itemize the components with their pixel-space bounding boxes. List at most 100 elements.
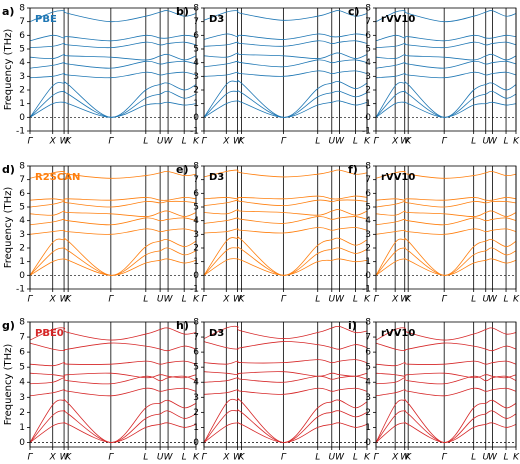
plot-frame bbox=[203, 165, 368, 290]
x-tick-label: W bbox=[335, 137, 345, 147]
x-tick-label: X bbox=[391, 295, 399, 305]
band-line bbox=[375, 10, 517, 23]
x-tick-label: X bbox=[222, 137, 230, 147]
band-line bbox=[375, 375, 517, 385]
band-line bbox=[375, 421, 517, 443]
x-tick-label: Γ bbox=[442, 137, 448, 147]
y-tick-label: 0 bbox=[365, 113, 371, 123]
y-tick-label: 3 bbox=[19, 230, 25, 240]
method-label: D3 bbox=[209, 328, 224, 339]
band-line bbox=[203, 258, 368, 276]
x-tick-label: Γ bbox=[108, 137, 114, 147]
band-line bbox=[29, 247, 197, 276]
y-tick-label: 7 bbox=[19, 17, 25, 27]
band-line bbox=[375, 228, 517, 235]
band-line bbox=[203, 387, 368, 395]
x-tick-label: Γ bbox=[281, 453, 287, 463]
x-tick-label: K bbox=[65, 295, 72, 305]
x-tick-label: L bbox=[143, 295, 148, 305]
y-tick-label: 0 bbox=[193, 438, 199, 448]
band-line bbox=[29, 217, 197, 226]
y-tick-label: 5 bbox=[193, 203, 199, 213]
x-tick-label: K bbox=[364, 137, 371, 147]
band-line bbox=[375, 90, 517, 118]
x-tick-label: W bbox=[60, 453, 70, 463]
x-tick-label: L bbox=[315, 295, 320, 305]
band-line bbox=[29, 375, 197, 385]
y-tick-label: 0 bbox=[365, 271, 371, 281]
x-tick-label: K bbox=[364, 295, 371, 305]
y-tick-label: 5 bbox=[19, 203, 25, 213]
x-tick-label: K bbox=[405, 453, 412, 463]
plot-frame bbox=[29, 7, 197, 132]
x-tick-label: U bbox=[328, 137, 335, 147]
band-line bbox=[375, 387, 517, 397]
plot-frame bbox=[375, 321, 517, 448]
x-tick-label: W bbox=[488, 453, 498, 463]
x-tick-label: K bbox=[239, 453, 246, 463]
x-tick-label: Γ bbox=[373, 295, 379, 305]
y-tick-label: 1 bbox=[365, 257, 371, 267]
x-tick-label: K bbox=[193, 137, 200, 147]
y-tick-label: 6 bbox=[19, 31, 25, 41]
y-tick-label: 7 bbox=[19, 333, 25, 343]
y-tick-label: 8 bbox=[19, 162, 25, 172]
y-tick-label: -1 bbox=[362, 127, 371, 137]
y-tick-label: 1 bbox=[19, 423, 25, 433]
band-line bbox=[29, 53, 197, 61]
y-tick-label: 4 bbox=[365, 216, 371, 226]
band-line bbox=[29, 101, 197, 118]
x-tick-label: Γ bbox=[108, 453, 114, 463]
band-line bbox=[29, 360, 197, 367]
y-tick-label: 6 bbox=[19, 348, 25, 358]
x-tick-label: W bbox=[335, 453, 345, 463]
band-line bbox=[29, 41, 197, 49]
x-tick-label: Γ bbox=[201, 137, 207, 147]
x-tick-label: X bbox=[391, 137, 399, 147]
y-tick-label: 3 bbox=[193, 393, 199, 403]
x-tick-label: L bbox=[182, 295, 187, 305]
y-tick-label: 1 bbox=[365, 423, 371, 433]
x-tick-label: K bbox=[364, 453, 371, 463]
band-line bbox=[29, 258, 197, 276]
band-line bbox=[203, 100, 368, 118]
x-tick-label: W bbox=[400, 137, 410, 147]
x-tick-label: K bbox=[193, 453, 200, 463]
y-tick-label: 5 bbox=[365, 203, 371, 213]
panel-label: i) bbox=[348, 319, 357, 332]
plot-frame bbox=[29, 321, 197, 448]
method-label: rVV10 bbox=[381, 328, 415, 339]
y-tick-label: 2 bbox=[365, 244, 371, 254]
y-axis-label: Frequency (THz) bbox=[3, 29, 14, 111]
x-tick-label: X bbox=[49, 295, 57, 305]
band-line bbox=[29, 10, 197, 23]
band-line bbox=[203, 70, 368, 77]
x-tick-label: X bbox=[222, 453, 230, 463]
band-line bbox=[203, 59, 368, 68]
y-tick-label: 6 bbox=[19, 189, 25, 199]
y-tick-label: 5 bbox=[193, 363, 199, 373]
x-tick-label: X bbox=[49, 453, 57, 463]
band-line bbox=[203, 40, 368, 47]
band-line bbox=[203, 10, 368, 21]
y-tick-label: 1 bbox=[193, 423, 199, 433]
method-label: D3 bbox=[209, 172, 224, 183]
x-tick-label: Γ bbox=[108, 295, 114, 305]
band-line bbox=[375, 170, 517, 179]
y-tick-label: 2 bbox=[365, 408, 371, 418]
x-tick-label: Γ bbox=[281, 137, 287, 147]
band-line bbox=[203, 359, 368, 365]
x-tick-label: W bbox=[60, 295, 70, 305]
x-tick-label: Γ bbox=[27, 295, 33, 305]
band-line bbox=[203, 79, 368, 118]
band-line bbox=[29, 237, 197, 276]
band-line bbox=[29, 342, 197, 352]
x-tick-label: U bbox=[328, 295, 335, 305]
x-tick-label: W bbox=[60, 137, 70, 147]
y-tick-label: -1 bbox=[16, 127, 25, 137]
y-tick-label: 5 bbox=[365, 45, 371, 55]
y-tick-label: 2 bbox=[19, 244, 25, 254]
y-tick-label: 6 bbox=[193, 31, 199, 41]
y-tick-label: 0 bbox=[365, 438, 371, 448]
